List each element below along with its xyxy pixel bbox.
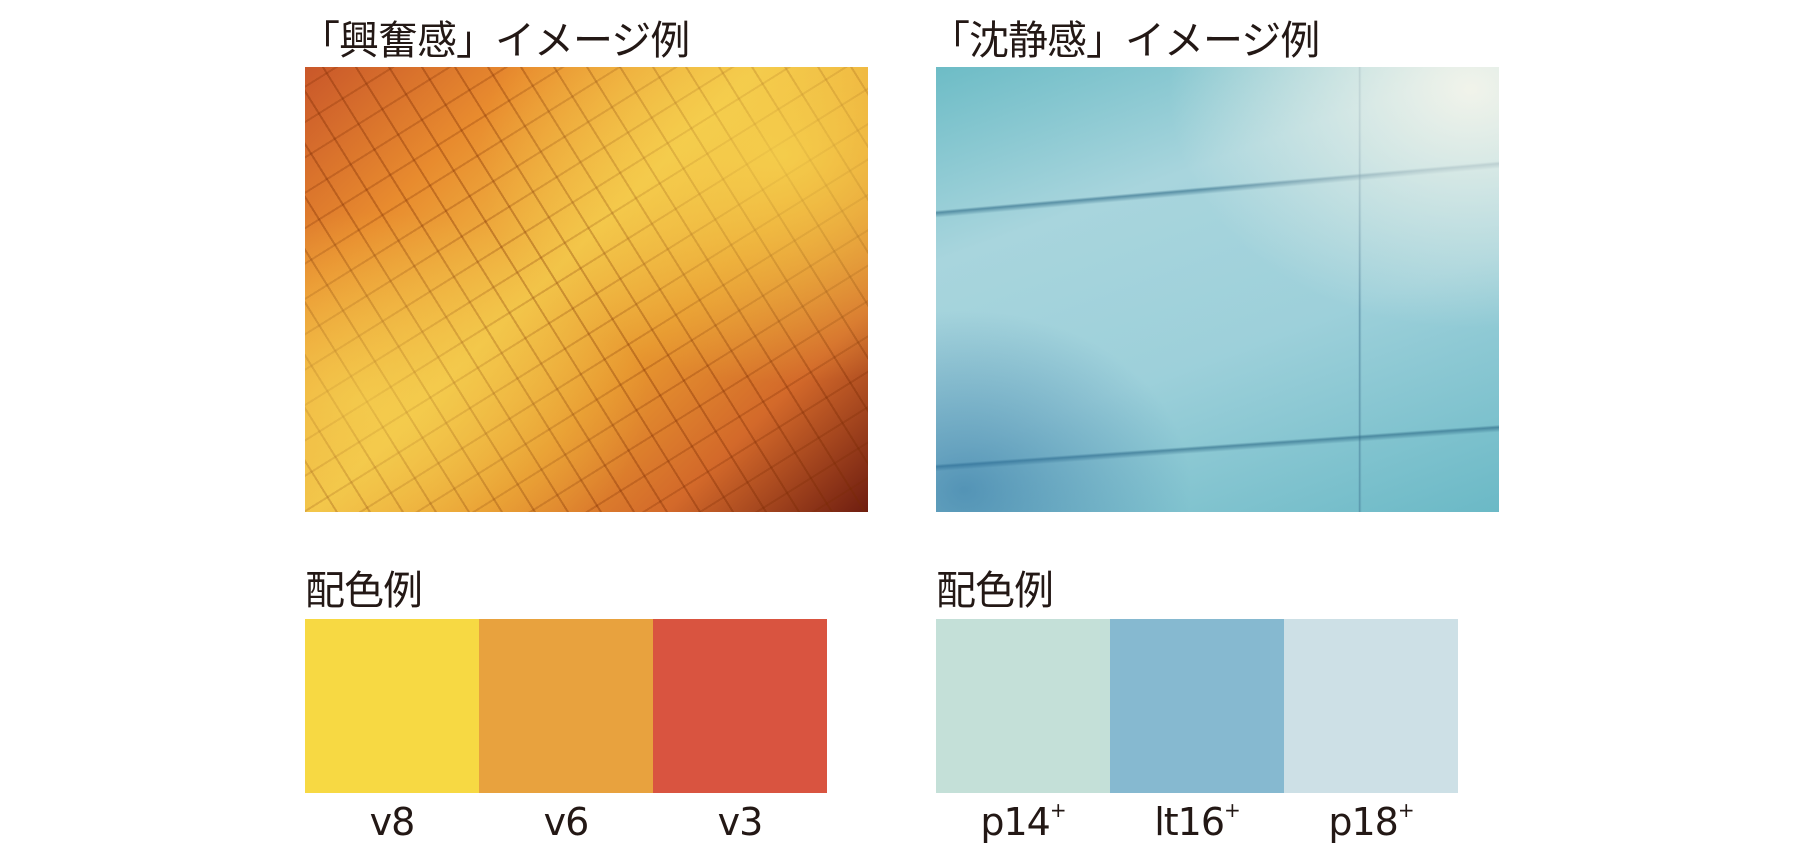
excitement-title: 「興奮感」イメージ例	[300, 18, 690, 64]
swatch-lt16	[1110, 619, 1284, 793]
excitement-image	[305, 67, 868, 512]
excitement-palette-heading: 配色例	[305, 568, 423, 614]
swatch-label: p18+	[1328, 798, 1414, 844]
swatch-label: lt16+	[1154, 798, 1241, 844]
swatch-label: p14+	[980, 798, 1066, 844]
calm-title: 「沈静感」イメージ例	[930, 18, 1320, 64]
swatch-label: v8	[369, 800, 416, 844]
swatch-label: v6	[543, 800, 590, 844]
swatch-label: v3	[717, 800, 764, 844]
swatch-v6	[479, 619, 653, 793]
calm-image	[936, 67, 1499, 512]
swatch-v3	[653, 619, 827, 793]
swatch-p14	[936, 619, 1110, 793]
swatch-p18	[1284, 619, 1458, 793]
swatch-v8	[305, 619, 479, 793]
calm-palette-heading: 配色例	[936, 568, 1054, 614]
